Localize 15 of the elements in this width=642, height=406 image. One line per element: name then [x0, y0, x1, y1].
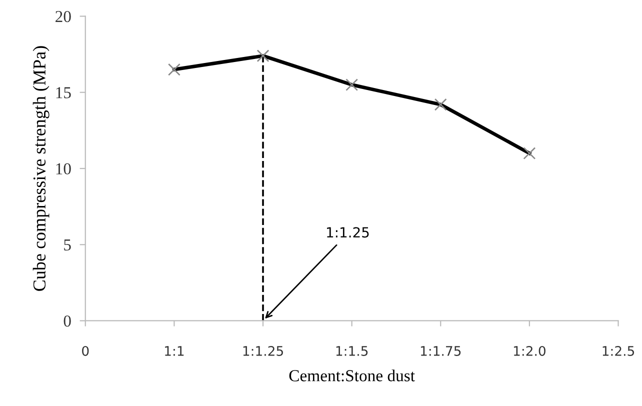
- y-tick-label: 10: [56, 163, 71, 174]
- x-axis-title: Cement:Stone dust: [289, 370, 415, 382]
- y-tick-label: 20: [56, 10, 71, 22]
- x-tick-label: 1:2.5: [602, 346, 634, 356]
- y-axis-title: Cube compressive strength (MPa): [32, 46, 50, 291]
- y-tick-label: 0: [64, 315, 71, 327]
- annotation: 1:1.25: [327, 227, 369, 238]
- x-tick-label: 0: [82, 346, 89, 356]
- y-tick-label: 5: [64, 239, 71, 251]
- x-tick-label: 1:2.0: [514, 346, 546, 356]
- x-tick-label: 1:1.25: [243, 346, 283, 356]
- x-tick-label: 1:1.5: [336, 346, 368, 356]
- x-tick-label: 1:1.75: [420, 346, 461, 356]
- y-tick-label: 15: [56, 87, 71, 98]
- x-tick-label: 1:1: [165, 346, 184, 356]
